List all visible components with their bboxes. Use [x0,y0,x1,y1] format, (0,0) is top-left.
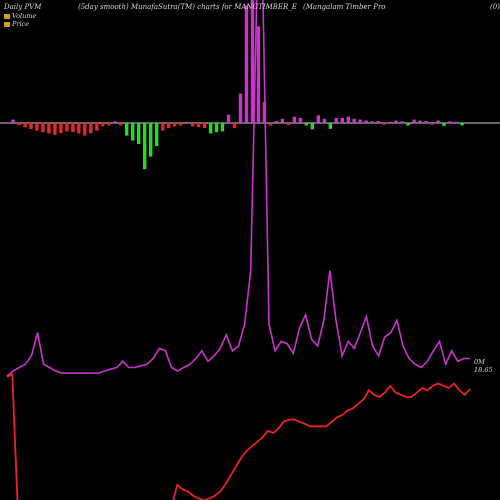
pvm-bar [155,123,159,147]
pvm-bar [143,123,147,170]
pvm-bar [340,118,344,123]
pvm-bar [119,123,123,126]
pvm-bar [53,123,57,135]
pvm-bar [208,123,213,134]
legend-volume: Volume [4,12,36,20]
pvm-bar [436,120,440,123]
pvm-bar [196,123,201,128]
pvm-bar [172,123,177,127]
pvm-bar [298,118,303,123]
pvm-bar [376,120,380,123]
pvm-bar [65,123,69,132]
pvm-bar [388,121,392,123]
pvm-bar [304,123,308,126]
pvm-bar [232,123,237,128]
pvm-bar [190,123,195,127]
pvm-bar [47,123,51,134]
pvm-bar [59,123,63,134]
pvm-bar [83,123,87,136]
pvm-bar [161,123,165,131]
pvm-bar [346,116,350,123]
legend-volume-swatch [4,13,10,19]
pvm-bar [166,123,171,128]
price-last-label: 18.65 [474,366,493,374]
pvm-bar [11,119,15,123]
header-edge-text: (0) [490,3,500,11]
pvm-bar [29,123,33,129]
pvm-bar [101,123,105,127]
pvm-bar [35,123,39,131]
pvm-bar [220,123,225,132]
pvm-bar [406,123,410,126]
pvm-bar [202,123,207,128]
pvm-bar [430,123,434,125]
volume-last-label: 0M [474,358,485,366]
legend-price-swatch [4,21,10,27]
legend-price-label: Price [12,20,30,28]
pvm-bar [322,118,326,123]
pvm-bar [149,123,153,157]
pvm-bars-group [5,0,464,170]
pvm-bar [5,122,9,123]
pvm-bar [268,123,273,126]
pvm-bar [226,114,231,123]
pvm-bar [244,5,249,123]
pvm-bar [382,123,386,125]
pvm-bar [184,121,189,123]
pvm-bar [238,93,243,123]
pvm-bar [358,119,362,123]
pvm-bar [352,118,356,123]
company-name: (Mangalam Timber Pro [303,3,386,11]
pvm-bar [250,0,255,123]
legend-volume-label: Volume [12,12,37,20]
price-line [6,373,471,500]
pvm-bar [292,116,297,123]
pvm-bar [286,123,291,126]
pvm-bar [113,121,117,123]
pvm-bar [454,121,458,123]
pvm-bar [95,123,99,131]
pvm-bar [131,123,135,141]
pvm-bar [394,120,398,123]
pvm-bar [334,118,338,123]
pvm-bar [424,120,428,123]
pvm-bar [71,123,75,133]
pvm-bar [310,123,314,130]
pvm-bar [214,123,219,133]
chart-title: (5day smooth) MunafaSutra(TM) charts for… [78,3,297,11]
pvm-bar [274,120,279,123]
pvm-bar [418,120,422,123]
chart-type-label: Daily PVM [4,3,42,11]
pvm-bar [316,115,320,123]
pvm-bar [23,123,27,128]
pvm-bar [364,120,368,123]
pvm-bar [89,123,93,134]
pvm-bar [328,123,332,129]
pvm-bar [137,123,141,144]
pvm-bar [17,123,21,126]
pvm-bar [400,121,404,123]
pvm-bar [442,123,446,126]
pvm-bar [41,123,45,133]
pvm-bar [77,123,81,134]
pvm-bar [178,123,183,126]
pvm-bar [256,26,261,123]
pvm-bar [280,118,285,123]
pvm-bar [448,121,452,123]
volume-line [6,0,470,377]
pvm-bar [460,123,464,126]
pvm-bar [412,119,416,123]
pvm-bar [107,123,111,126]
legend-price: Price [4,20,29,28]
pvm-bar [370,121,374,123]
pvm-bar [125,123,129,136]
